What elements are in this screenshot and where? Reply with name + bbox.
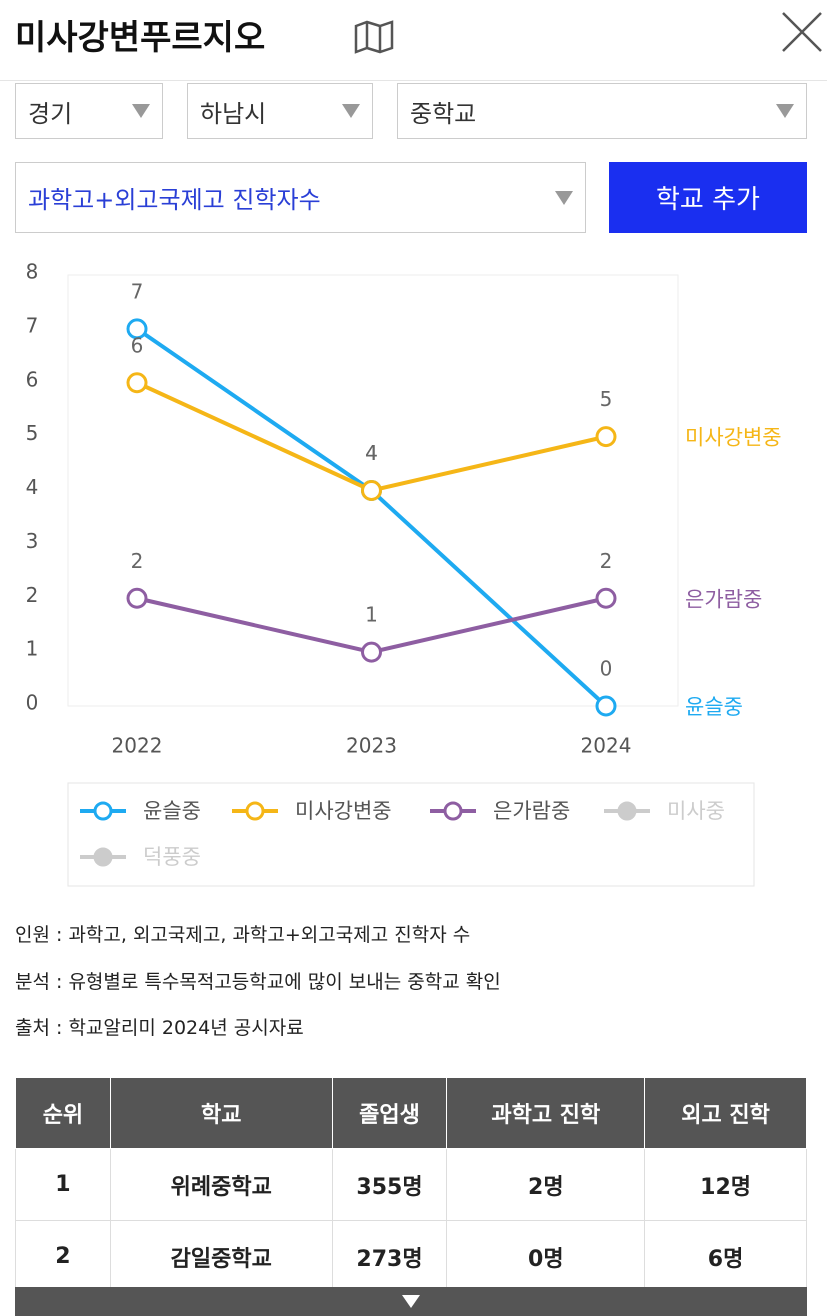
legend-label: 미사강변중 xyxy=(295,799,392,823)
legend-marker xyxy=(443,801,463,821)
map-icon[interactable] xyxy=(353,20,395,54)
table-header: 순위 학교 졸업생 과학고 진학 외고 진학 xyxy=(15,1077,807,1149)
data-point xyxy=(126,318,148,340)
select-text: 하남시 xyxy=(200,99,267,128)
y-tick-label: 1 xyxy=(26,637,39,661)
table-row: 1 위례중학교 355명 2명 12명 xyxy=(15,1148,807,1221)
data-point xyxy=(126,372,148,394)
legend-marker xyxy=(245,801,265,821)
data-point xyxy=(595,426,617,448)
series-end-label: 은가람중 xyxy=(685,587,762,611)
data-label: 4 xyxy=(365,441,378,465)
table-cell: 2명 xyxy=(446,1148,646,1221)
table-cell: 6명 xyxy=(644,1220,807,1293)
column-header: 졸업생 xyxy=(331,1077,448,1149)
table-cell: 1 xyxy=(15,1148,111,1221)
data-label: 0 xyxy=(600,657,613,681)
column-header: 외고 진학 xyxy=(644,1077,807,1149)
data-point xyxy=(361,641,382,663)
metric-select[interactable]: 과학고+외고국제고 진학자수 xyxy=(15,162,586,233)
series-end-label: 미사강변중 xyxy=(685,426,782,450)
series-line xyxy=(136,380,607,493)
page-title: 미사강변푸르지오 xyxy=(15,18,266,58)
region-select[interactable]: 경기 xyxy=(15,83,163,139)
legend-label: 덕풍중 xyxy=(143,845,201,869)
data-label: 7 xyxy=(131,279,144,303)
add-school-button[interactable]: 학교 추가 xyxy=(609,162,807,233)
x-tick-label: 2022 xyxy=(112,734,163,758)
level-select[interactable]: 중학교 xyxy=(397,83,807,139)
y-tick-label: 0 xyxy=(26,691,39,715)
y-tick-label: 6 xyxy=(26,367,39,391)
divider xyxy=(0,80,827,81)
y-tick-label: 7 xyxy=(26,313,39,337)
close-button[interactable] xyxy=(780,10,824,54)
column-header: 순위 xyxy=(15,1077,111,1149)
select-text: 중학교 xyxy=(410,99,477,128)
legend-label: 윤슬중 xyxy=(143,799,201,823)
y-tick-label: 8 xyxy=(26,260,39,284)
expand-button[interactable] xyxy=(15,1287,807,1316)
plot-border xyxy=(67,274,679,707)
data-label: 6 xyxy=(131,333,144,357)
note: 인원 : 과학고, 외고국제고, 과학고+외고국제고 진학자 수 xyxy=(15,924,471,946)
legend-marker xyxy=(93,847,113,867)
table-cell: 355명 xyxy=(331,1148,448,1221)
x-tick-label: 2024 xyxy=(581,734,632,758)
column-header: 학교 xyxy=(109,1077,333,1149)
data-label: 5 xyxy=(600,387,613,411)
select-text: 경기 xyxy=(28,99,73,128)
table-cell: 273명 xyxy=(331,1220,448,1293)
table-cell: 12명 xyxy=(644,1148,807,1221)
data-label: 4 xyxy=(365,441,378,465)
y-tick-label: 4 xyxy=(26,475,39,499)
data-point xyxy=(126,587,148,609)
ranking-table: 순위 학교 졸업생 과학고 진학 외고 진학 1 위례중학교 355명 2명 12명 2 감일중학교… xyxy=(15,1077,807,1293)
table-cell: 0명 xyxy=(446,1220,646,1293)
data-point xyxy=(361,480,382,501)
y-tick-label: 5 xyxy=(26,421,39,445)
y-tick-label: 2 xyxy=(26,583,39,607)
table-row: 2 감일중학교 273명 0명 6명 xyxy=(15,1220,807,1293)
x-tick-label: 2023 xyxy=(346,734,397,758)
note: 출처 : 학교알리미 2024년 공시자료 xyxy=(15,1017,304,1039)
legend-marker xyxy=(617,801,637,821)
data-point xyxy=(595,695,617,717)
legend-box xyxy=(67,782,755,887)
select-text: 과학고+외고국제고 진학자수 xyxy=(28,186,321,214)
data-label: 2 xyxy=(600,549,613,573)
data-point xyxy=(595,587,617,609)
legend-marker xyxy=(93,801,113,821)
data-label: 1 xyxy=(365,603,378,627)
column-header: 과학고 진학 xyxy=(446,1077,646,1149)
table-cell: 위례중학교 xyxy=(109,1148,333,1221)
city-select[interactable]: 하남시 xyxy=(187,83,373,139)
legend-label: 은가람중 xyxy=(493,799,570,823)
series-end-label: 윤슬중 xyxy=(685,695,743,719)
note: 분석 : 유형별로 특수목적고등학교에 많이 보내는 중학교 확인 xyxy=(15,971,501,993)
y-tick-label: 3 xyxy=(26,529,39,553)
table-cell: 감일중학교 xyxy=(109,1220,333,1293)
table-cell: 2 xyxy=(15,1220,111,1293)
data-label: 2 xyxy=(131,549,144,573)
legend-label: 미사중 xyxy=(667,799,725,823)
